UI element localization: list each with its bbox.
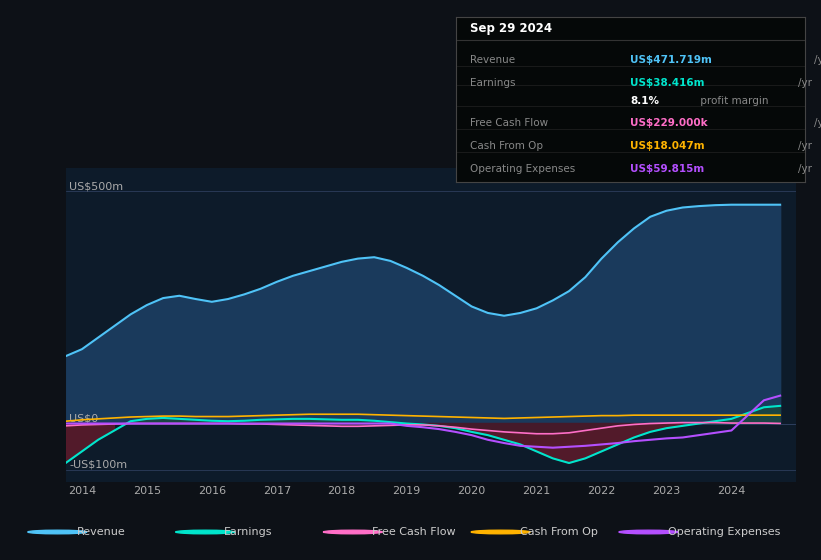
Text: Sep 29 2024: Sep 29 2024 [470, 22, 552, 35]
Text: Revenue: Revenue [470, 55, 515, 65]
Text: 8.1%: 8.1% [631, 96, 659, 106]
Text: US$59.815m: US$59.815m [631, 164, 704, 174]
Text: -US$100m: -US$100m [69, 460, 127, 470]
Text: Cash From Op: Cash From Op [470, 141, 543, 151]
Text: /yr: /yr [797, 78, 812, 88]
Text: Free Cash Flow: Free Cash Flow [470, 118, 548, 128]
Text: Operating Expenses: Operating Expenses [470, 164, 575, 174]
Text: Earnings: Earnings [224, 527, 273, 537]
Text: /yr: /yr [814, 55, 821, 65]
Circle shape [471, 530, 530, 534]
Text: /yr: /yr [814, 118, 821, 128]
Text: Cash From Op: Cash From Op [520, 527, 598, 537]
Text: US$229.000k: US$229.000k [631, 118, 708, 128]
Circle shape [619, 530, 678, 534]
Text: US$471.719m: US$471.719m [631, 55, 712, 65]
Text: /yr: /yr [797, 141, 812, 151]
Text: US$38.416m: US$38.416m [631, 78, 704, 88]
Text: US$18.047m: US$18.047m [631, 141, 704, 151]
Text: Free Cash Flow: Free Cash Flow [372, 527, 456, 537]
Text: Operating Expenses: Operating Expenses [667, 527, 780, 537]
Text: Earnings: Earnings [470, 78, 515, 88]
Text: /yr: /yr [797, 164, 812, 174]
Text: US$500m: US$500m [69, 181, 123, 191]
Text: US$0: US$0 [69, 413, 99, 423]
Text: Revenue: Revenue [76, 527, 126, 537]
Circle shape [28, 530, 87, 534]
Text: profit margin: profit margin [697, 96, 768, 106]
Circle shape [176, 530, 235, 534]
Circle shape [323, 530, 383, 534]
